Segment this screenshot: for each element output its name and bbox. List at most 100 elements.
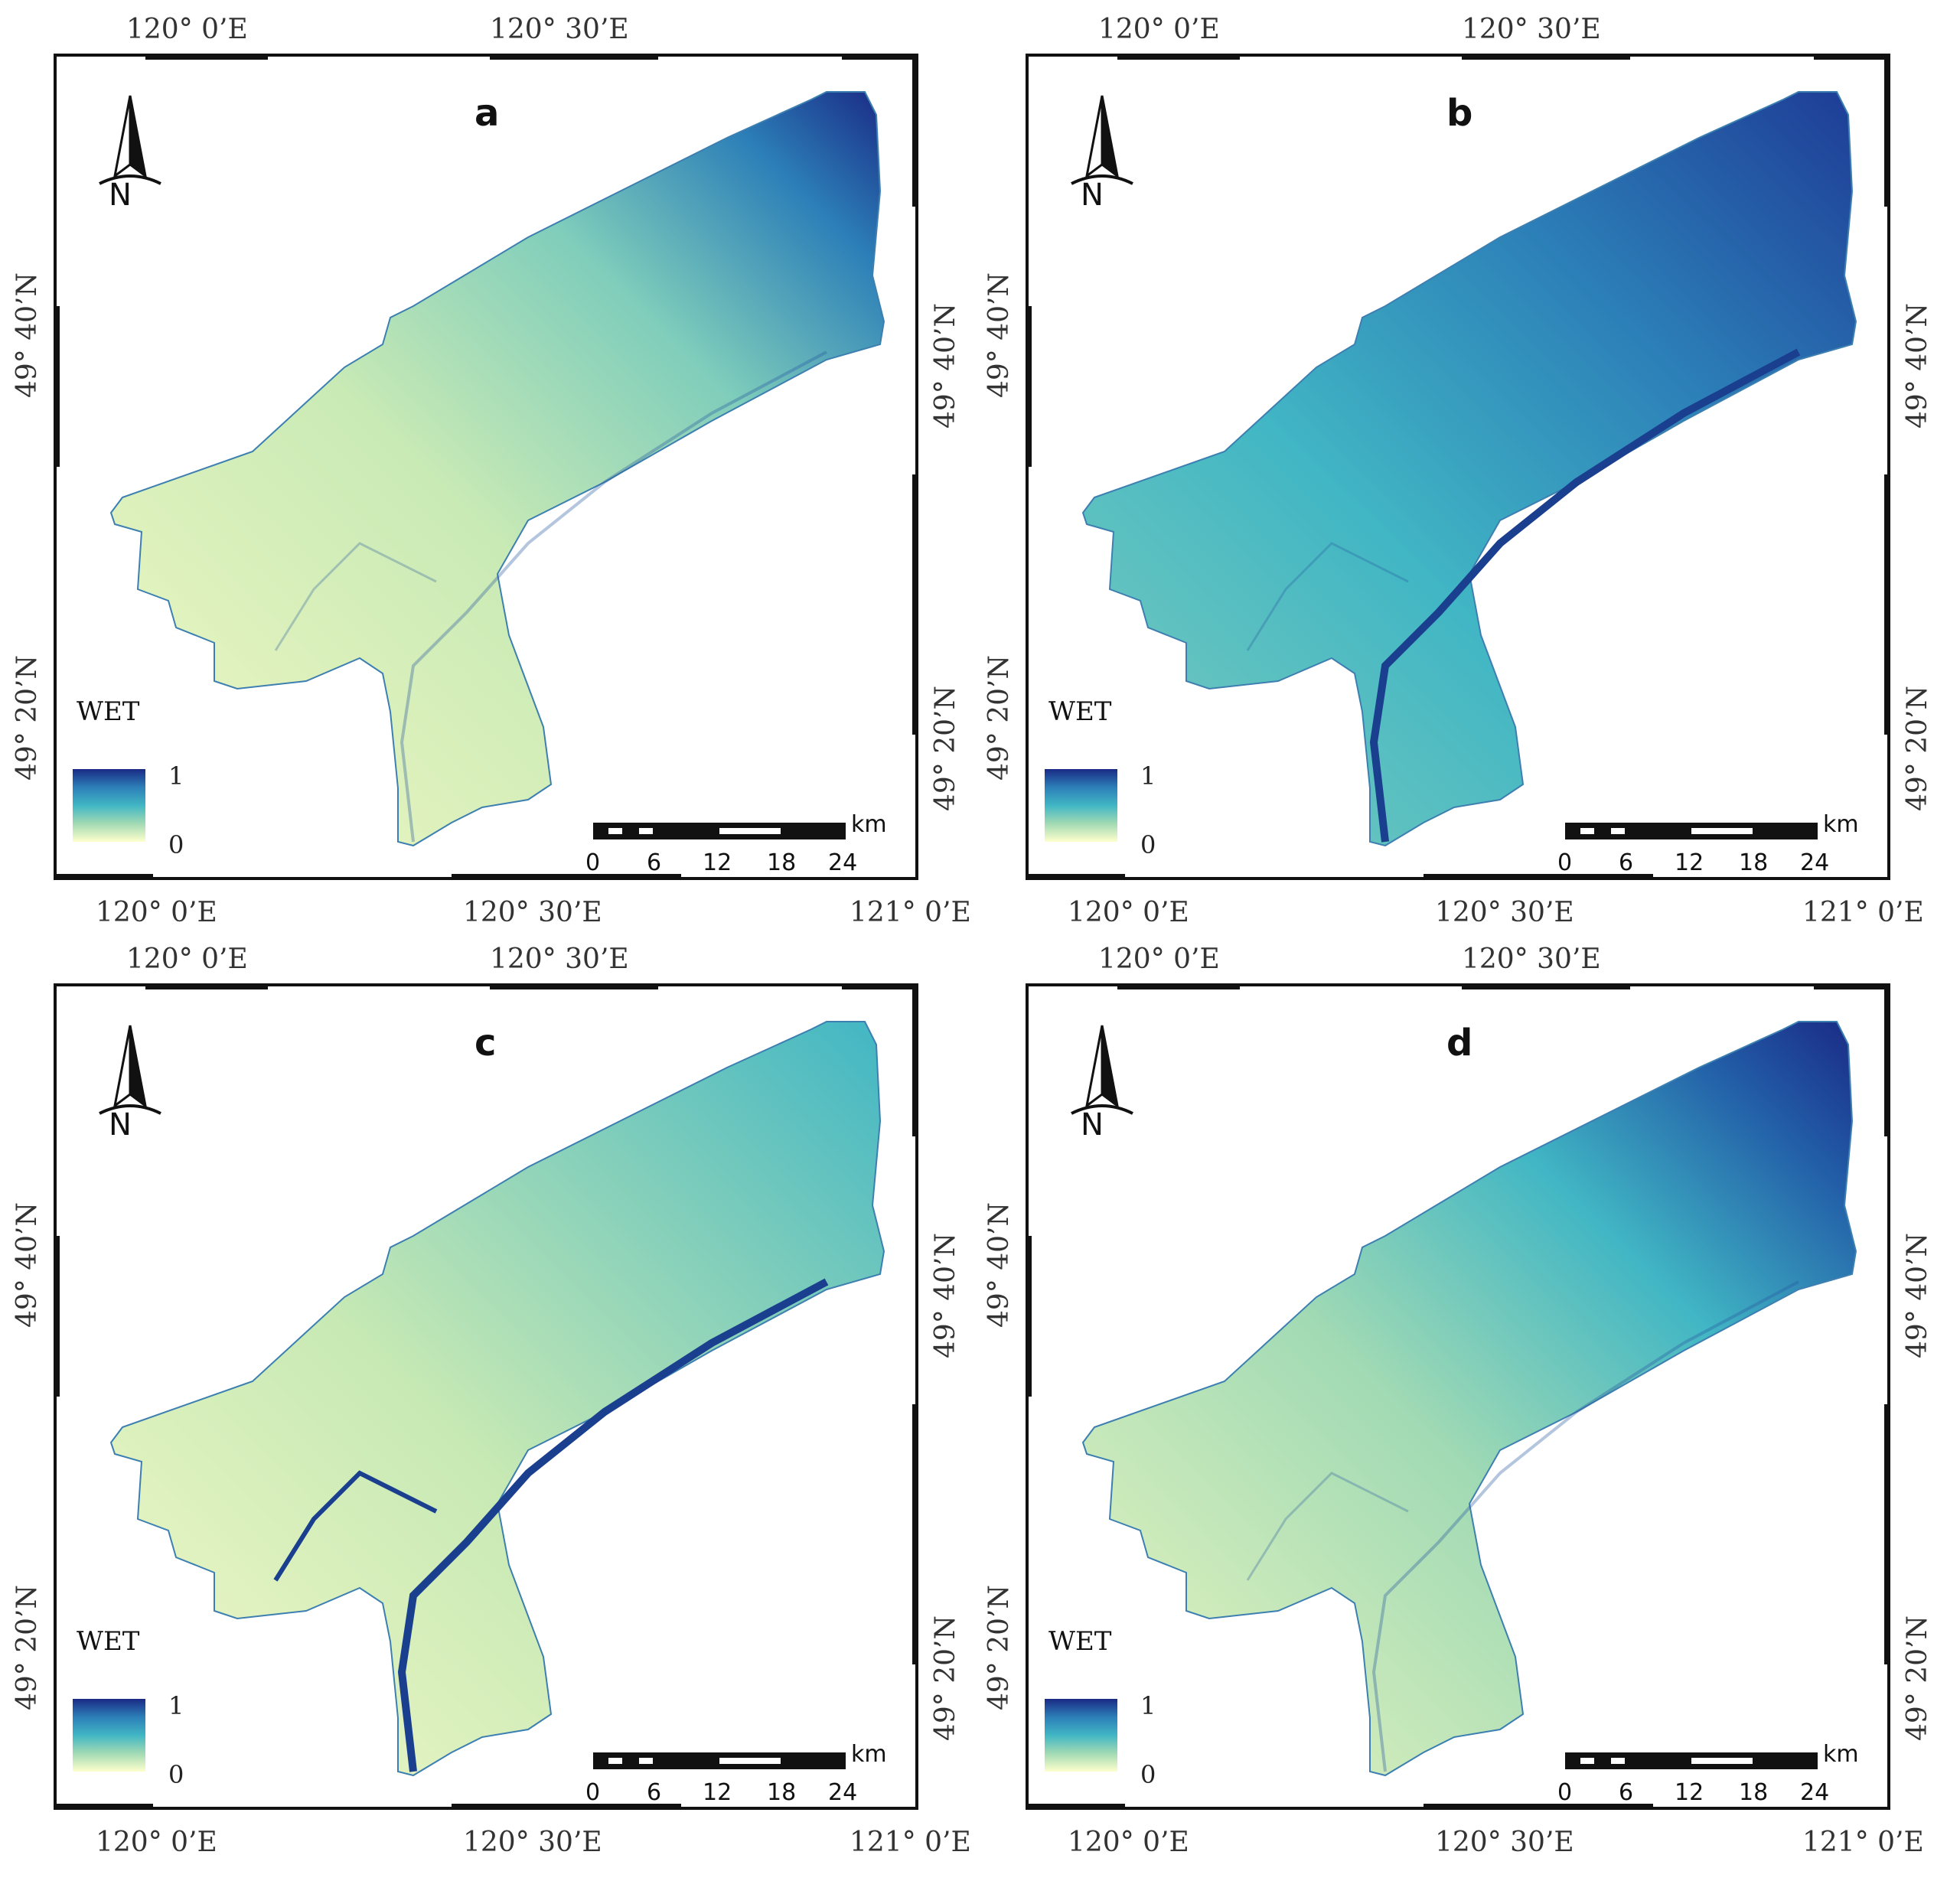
lat-right-2: 49° 20’N xyxy=(1902,1615,1933,1741)
scale-tick: 6 xyxy=(647,1779,662,1806)
study-region xyxy=(1081,1021,1857,1777)
scale-tick: 0 xyxy=(585,1779,601,1806)
study-region xyxy=(109,91,885,847)
map-panel-d: 120° 0’E 120° 30’E 120° 0’E 120° 30’E 12… xyxy=(972,930,1936,1858)
scale-tick: 18 xyxy=(767,1779,797,1806)
frame-bar xyxy=(1462,983,1630,989)
legend-title: WET xyxy=(1048,1626,1112,1657)
frame-bar xyxy=(1462,54,1630,60)
lat-right-1: 49° 40’N xyxy=(1902,302,1933,429)
scale-bar xyxy=(1565,823,1818,839)
frame-bar xyxy=(1026,306,1032,467)
north-arrow-icon xyxy=(99,1025,161,1115)
scale-tick: 24 xyxy=(1800,1779,1830,1806)
frame-bar xyxy=(1026,1804,1125,1810)
legend-title: WET xyxy=(1048,696,1112,727)
frame-bar xyxy=(842,54,918,60)
study-region xyxy=(1081,91,1857,847)
tributary xyxy=(274,542,437,651)
lat-right-2: 49° 20’N xyxy=(930,1615,961,1741)
frame-bar xyxy=(1026,874,1125,880)
lat-right-1: 49° 40’N xyxy=(930,302,961,429)
river-channel xyxy=(397,1278,829,1772)
frame-bar xyxy=(1884,474,1890,735)
frame-bar xyxy=(1884,54,1890,207)
lat-right-1: 49° 40’N xyxy=(930,1232,961,1358)
scale-tick: 24 xyxy=(1800,849,1830,876)
scale-tick: 18 xyxy=(767,849,797,876)
frame-bar xyxy=(452,1804,681,1810)
wetness-map xyxy=(109,1021,885,1777)
map-panel-c: 120° 0’E 120° 30’E 120° 0’E 120° 30’E 12… xyxy=(0,930,971,1858)
panel-letter: c xyxy=(475,1022,497,1064)
legend-color-ramp xyxy=(1045,1699,1117,1772)
frame-bar xyxy=(1117,983,1240,989)
lon-bottom-1: 120° 0’E xyxy=(96,897,217,928)
tributary xyxy=(1246,542,1409,651)
lat-left-1: 49° 40’N xyxy=(11,1201,43,1328)
scale-tick: 18 xyxy=(1739,1779,1769,1806)
frame-bar xyxy=(1026,1236,1032,1397)
legend-title: WET xyxy=(77,1626,140,1657)
lat-right-2: 49° 20’N xyxy=(930,685,961,811)
scale-bar xyxy=(593,1752,846,1769)
frame-bar xyxy=(54,1236,60,1397)
lon-bottom-2: 120° 30’E xyxy=(1435,897,1574,928)
frame-bar xyxy=(145,983,268,989)
frame-bar xyxy=(490,983,658,989)
north-arrow-icon xyxy=(1071,95,1133,185)
legend-max: 1 xyxy=(168,761,184,791)
scale-tick: 24 xyxy=(828,1779,858,1806)
scale-bar xyxy=(1565,1752,1818,1769)
legend-max: 1 xyxy=(1140,1691,1156,1720)
lat-left-1: 49° 40’N xyxy=(11,272,43,398)
lon-top-2: 120° 30’E xyxy=(490,14,629,45)
frame-bar xyxy=(490,54,658,60)
scale-tick: 12 xyxy=(703,1779,732,1806)
river-channel xyxy=(1369,348,1801,843)
legend-color-ramp xyxy=(73,1699,145,1772)
lat-right-1: 49° 40’N xyxy=(1902,1232,1933,1358)
panel-letter: d xyxy=(1446,1022,1473,1064)
scale-unit: km xyxy=(851,1741,887,1768)
north-label: N xyxy=(109,178,132,213)
map-panel-b: 120° 0’E 120° 30’E 120° 0’E 120° 30’E 12… xyxy=(972,0,1936,928)
legend-color-ramp xyxy=(73,769,145,842)
lon-top-1: 120° 0’E xyxy=(1098,14,1220,45)
frame-bar xyxy=(452,874,681,880)
lat-right-2: 49° 20’N xyxy=(1902,685,1933,811)
lat-left-2: 49° 20’N xyxy=(983,1584,1015,1710)
legend-title: WET xyxy=(77,696,140,727)
legend-min: 0 xyxy=(1140,1760,1156,1789)
lat-left-1: 49° 40’N xyxy=(983,1201,1015,1328)
lat-left-2: 49° 20’N xyxy=(11,1584,43,1710)
scale-tick: 0 xyxy=(1557,849,1573,876)
lon-bottom-1: 120° 0’E xyxy=(96,1827,217,1858)
scale-tick: 12 xyxy=(1675,1779,1704,1806)
wetness-map xyxy=(109,91,885,847)
frame-bar xyxy=(1424,874,1653,880)
wetness-map xyxy=(1081,1021,1857,1777)
frame-bar xyxy=(1424,1804,1653,1810)
frame-bar xyxy=(54,874,153,880)
lon-top-2: 120° 30’E xyxy=(1462,944,1601,975)
scale-unit: km xyxy=(851,811,887,838)
frame-bar xyxy=(912,474,918,735)
map-panel-a: 120° 0’E 120° 30’E 120° 0’E 120° 30’E 12… xyxy=(0,0,971,928)
lon-top-2: 120° 30’E xyxy=(490,944,629,975)
scale-unit: km xyxy=(1823,811,1859,838)
tributary xyxy=(1246,1472,1409,1581)
legend-color-ramp xyxy=(1045,769,1117,842)
river-channel xyxy=(400,350,827,843)
wetness-map xyxy=(1081,91,1857,847)
frame-bar xyxy=(842,983,918,989)
study-region xyxy=(109,1021,885,1777)
north-arrow-icon xyxy=(1071,1025,1133,1115)
legend-min: 0 xyxy=(1140,830,1156,859)
frame-bar xyxy=(1884,983,1890,1136)
scale-tick: 0 xyxy=(585,849,601,876)
frame-bar xyxy=(912,54,918,207)
lon-bottom-1: 120° 0’E xyxy=(1068,1827,1189,1858)
frame-bar xyxy=(1884,1404,1890,1664)
scale-tick: 6 xyxy=(1619,1779,1634,1806)
